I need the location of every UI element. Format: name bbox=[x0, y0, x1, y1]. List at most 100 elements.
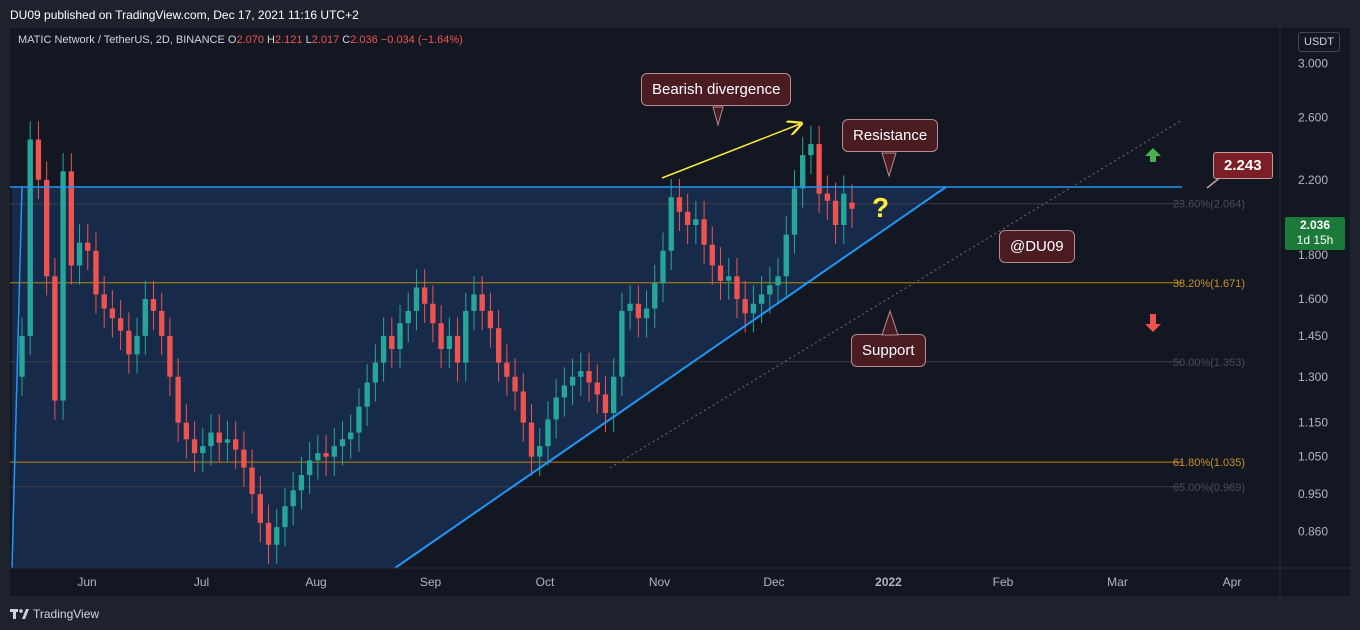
tradingview-brand[interactable]: TradingView bbox=[33, 607, 100, 621]
fib-label: 50.00%(1.353) bbox=[1173, 357, 1245, 369]
x-tick-label: Dec bbox=[763, 575, 784, 589]
candle-body bbox=[528, 422, 535, 457]
candle-body bbox=[660, 250, 666, 283]
candle-body bbox=[150, 299, 157, 311]
close-value: 2.036 bbox=[350, 34, 378, 46]
fib-label: 23.60%(2.064) bbox=[1173, 199, 1245, 211]
candle-body bbox=[561, 385, 568, 398]
candle-body bbox=[479, 294, 485, 311]
fib-levels: 23.60%(2.064) 38.20%(1.671) 50.00%(1.353) 6… bbox=[10, 199, 1245, 494]
candle-body bbox=[504, 362, 510, 377]
candle-body bbox=[35, 139, 42, 180]
bearish-divergence-callout: Bearish divergence bbox=[641, 73, 792, 106]
price-axis[interactable]: 3.000 2.600 2.200 1.800 1.600 1.450 1.300 1.150… bbox=[1298, 57, 1328, 539]
candle-body bbox=[405, 310, 411, 324]
candle-body bbox=[643, 308, 650, 319]
candle-body bbox=[422, 287, 428, 304]
time-axis[interactable]: Jun Jul Aug Sep Oct Nov Dec 2022 Feb Mar Apr bbox=[77, 575, 1241, 589]
candle-body bbox=[52, 276, 58, 401]
y-tick-label: 1.300 bbox=[1298, 370, 1328, 384]
candle-body bbox=[824, 193, 831, 201]
candle-body bbox=[364, 382, 370, 407]
candle-body bbox=[808, 144, 814, 156]
x-tick-label: Sep bbox=[420, 575, 442, 589]
candle-body bbox=[191, 439, 198, 454]
candle-body bbox=[241, 449, 247, 468]
candle-body bbox=[389, 335, 395, 350]
candle-body bbox=[224, 439, 231, 443]
candle-body bbox=[726, 276, 732, 281]
published-text: DU09 published on TradingView.com, Dec 1… bbox=[10, 8, 359, 22]
candle-body bbox=[791, 188, 798, 235]
candle-body bbox=[816, 144, 822, 194]
currency-button[interactable]: USDT bbox=[1298, 32, 1340, 52]
candle-body bbox=[60, 171, 66, 401]
candle-body bbox=[438, 323, 444, 350]
current-price-value: 2.036 bbox=[1299, 218, 1331, 232]
left-trendline bbox=[11, 186, 23, 569]
divergence-arrow bbox=[661, 124, 800, 179]
candle-body bbox=[553, 397, 559, 420]
candle-body bbox=[767, 285, 773, 295]
candle-body bbox=[471, 294, 477, 311]
candle-body bbox=[257, 494, 263, 523]
candle-body bbox=[684, 211, 691, 225]
candle-body bbox=[520, 391, 526, 423]
y-tick-label: 1.600 bbox=[1298, 292, 1328, 306]
candle-body bbox=[783, 234, 789, 277]
candle-body bbox=[43, 179, 50, 277]
candle-body bbox=[800, 155, 806, 189]
fib-label: 38.20%(1.671) bbox=[1173, 278, 1245, 290]
candle-body bbox=[709, 244, 715, 266]
candle-body bbox=[159, 310, 165, 336]
candle-body bbox=[611, 376, 617, 414]
candle-body bbox=[232, 439, 239, 450]
candle-body bbox=[463, 310, 469, 363]
candle-body bbox=[348, 432, 354, 440]
price-chart[interactable]: 23.60%(2.064) 38.20%(1.671) 50.00%(1.353) 6… bbox=[10, 28, 1350, 596]
candle-body bbox=[315, 453, 321, 461]
candle-body bbox=[635, 303, 642, 319]
candle-body bbox=[578, 371, 584, 377]
symbol-name: MATIC Network / TetherUS, 2D, BINANCE bbox=[18, 34, 225, 46]
candle-body bbox=[76, 242, 83, 266]
x-tick-label: Mar bbox=[1107, 575, 1128, 589]
y-tick-label: 1.150 bbox=[1298, 416, 1328, 430]
candle-body bbox=[841, 193, 847, 225]
open-value: 2.070 bbox=[236, 34, 264, 46]
tradingview-logo-icon[interactable] bbox=[10, 607, 30, 621]
candle-body bbox=[68, 171, 74, 266]
candle-body bbox=[742, 299, 748, 314]
support-trendline bbox=[394, 186, 947, 569]
candle-body bbox=[183, 422, 190, 440]
x-tick-label: Nov bbox=[649, 575, 670, 589]
candle-body bbox=[142, 299, 148, 336]
candle-body bbox=[849, 202, 855, 209]
red-down-arrow-icon bbox=[1145, 314, 1161, 332]
candle-body bbox=[627, 303, 633, 311]
x-tick-label: Apr bbox=[1223, 575, 1242, 589]
trend-extension bbox=[609, 119, 1183, 469]
candle-body bbox=[356, 406, 362, 433]
candle-body bbox=[758, 294, 765, 304]
candle-body bbox=[676, 197, 683, 212]
fib-label: 61.80%(1.035) bbox=[1173, 457, 1245, 469]
candle-body bbox=[701, 219, 707, 245]
y-tick-label: 3.000 bbox=[1298, 57, 1328, 71]
published-header: DU09 published on TradingView.com, Dec 1… bbox=[0, 0, 1360, 28]
candle-body bbox=[668, 197, 674, 251]
resistance-callout: Resistance bbox=[842, 119, 939, 152]
x-tick-label: Jun bbox=[77, 575, 96, 589]
candle-body bbox=[134, 335, 140, 355]
candle-body bbox=[413, 287, 420, 311]
support-callout: Support bbox=[851, 334, 926, 367]
candle-body bbox=[101, 294, 107, 309]
y-tick-label: 1.800 bbox=[1298, 248, 1328, 262]
candle-body bbox=[208, 432, 214, 447]
bar-countdown: 1d 15h bbox=[1296, 233, 1334, 247]
low-label: L bbox=[305, 34, 312, 46]
y-tick-label: 1.450 bbox=[1298, 329, 1328, 343]
candle-body bbox=[832, 200, 839, 225]
change-value: −0.034 (−1.64%) bbox=[380, 34, 463, 46]
